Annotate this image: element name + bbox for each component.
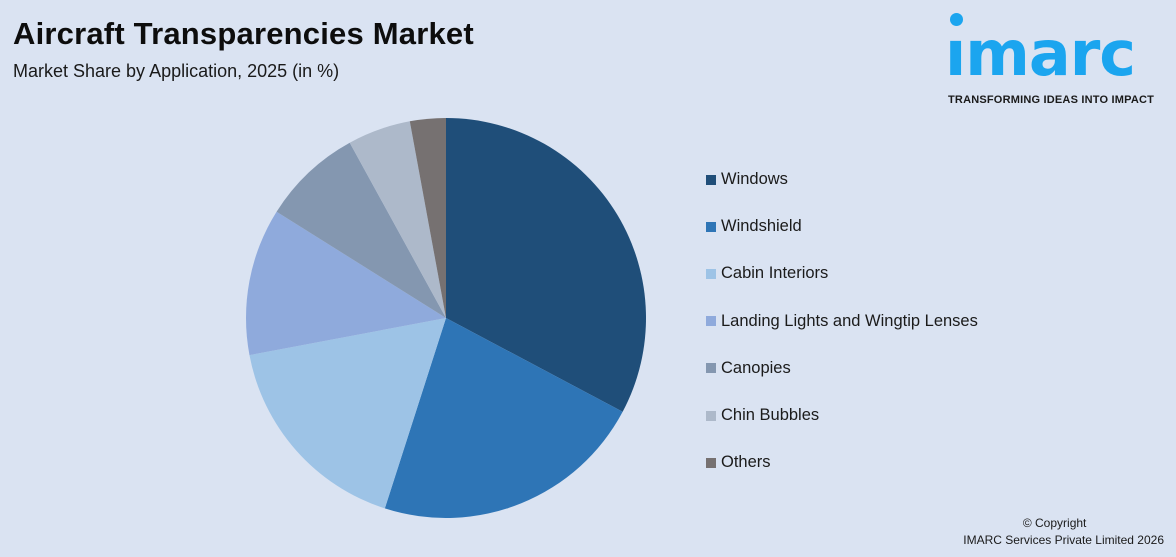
legend-swatch-icon	[706, 410, 716, 421]
legend-item: Windows	[706, 156, 978, 203]
logo-dot-icon	[950, 13, 963, 26]
pie-slice-windows	[446, 118, 646, 412]
legend-item: Landing Lights and Wingtip Lenses	[706, 298, 978, 345]
chart-subtitle: Market Share by Application, 2025 (in %)	[13, 61, 340, 81]
legend-item: Canopies	[706, 345, 978, 392]
pie-slice-canopies	[276, 142, 446, 318]
imarc-logo: ımarc TRANSFORMING IDEAS INTO IMPACT	[945, 10, 1171, 110]
legend-swatch-icon	[706, 221, 716, 232]
pie-slice-cabin-interiors	[249, 318, 446, 509]
legend-label: Cabin Interiors	[721, 264, 829, 283]
copyright-notice: © Copyright IMARC Services Private Limit…	[963, 515, 1164, 549]
logo-tagline: TRANSFORMING IDEAS INTO IMPACT	[948, 94, 1155, 106]
legend-label: Windshield	[721, 217, 802, 236]
legend-label: Canopies	[721, 358, 791, 377]
legend-swatch-icon	[706, 268, 716, 279]
legend-swatch-icon	[706, 363, 716, 374]
legend-label: Chin Bubbles	[721, 406, 820, 425]
legend-swatch-icon	[706, 457, 716, 468]
legend-label: Others	[721, 453, 771, 472]
chart-title: Aircraft Transparencies Market	[13, 16, 474, 51]
logo-wordmark: ımarc	[945, 17, 1136, 90]
legend-swatch-icon	[706, 316, 716, 327]
legend-item: Others	[706, 439, 978, 486]
pie-slice-windshield	[384, 318, 623, 518]
legend-label: Windows	[721, 170, 788, 189]
chart-legend: Windows Windshield Cabin Interiors Landing …	[706, 156, 978, 486]
pie-slice-chin-bubbles	[349, 121, 446, 318]
legend-label: Landing Lights and Wingtip Lenses	[721, 311, 978, 330]
pie-slice-landing-lights-and-wingtip-lenses	[246, 211, 446, 356]
legend-item: Windshield	[706, 203, 978, 250]
legend-swatch-icon	[706, 174, 716, 185]
legend-item: Chin Bubbles	[706, 392, 978, 439]
legend-item: Cabin Interiors	[706, 250, 978, 297]
copyright-line-1: © Copyright	[1022, 516, 1087, 530]
copyright-line-2: IMARC Services Private Limited 2026	[963, 533, 1164, 547]
pie-slice-others	[409, 118, 446, 318]
pie-chart	[246, 118, 646, 518]
